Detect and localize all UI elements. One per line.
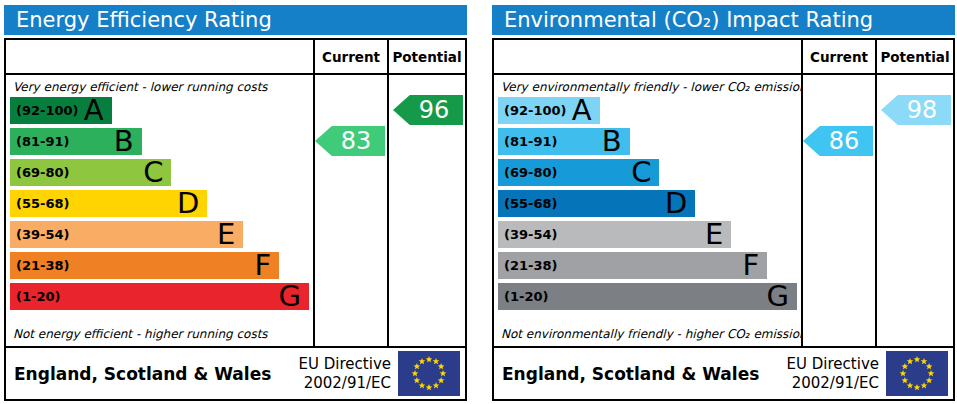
eu-flag (886, 351, 948, 396)
band-a-range: (92-100) (504, 103, 567, 118)
band-g-letter: G (279, 283, 301, 310)
empty-header-cell (6, 40, 315, 73)
empty-header-cell (494, 40, 803, 73)
region-label: England, Scotland & Wales (502, 364, 787, 384)
rating-table: Current Potential Very energy efficient … (4, 38, 467, 401)
band-b-letter: B (602, 128, 622, 155)
band-g: (1-20) G (498, 283, 797, 310)
band-a-letter: A (84, 97, 104, 124)
rating-scale: Very environmentally friendly - lower CO… (494, 75, 803, 346)
table-header-row: Current Potential (494, 40, 953, 75)
band-g-range: (1-20) (504, 289, 548, 304)
potential-rating-arrow: 96 (393, 95, 463, 125)
potential-column-header: Potential (389, 40, 465, 73)
band-c-range: (69-80) (16, 165, 69, 180)
eu-flag (398, 351, 460, 396)
band-g: (1-20) G (10, 283, 309, 310)
band-f-range: (21-38) (504, 258, 557, 273)
band-a: (92-100) A (10, 97, 112, 124)
band-e-letter: E (705, 221, 723, 248)
band-e: (39-54) E (10, 221, 243, 248)
current-rating-value: 83 (341, 127, 372, 155)
potential-rating-value: 96 (419, 96, 450, 124)
panel-title: Energy Efficiency Rating (4, 5, 467, 35)
band-b: (81-91) B (498, 128, 630, 155)
band-e: (39-54) E (498, 221, 731, 248)
band-e-letter: E (217, 221, 235, 248)
band-d-letter: D (665, 190, 687, 217)
band-b-letter: B (114, 128, 134, 155)
environmental-impact-panel: Environmental (CO₂) Impact Rating Curren… (492, 5, 955, 401)
rating-scale: Very energy efficient - lower running co… (6, 75, 315, 346)
panel-title: Environmental (CO₂) Impact Rating (492, 5, 955, 35)
band-f-range: (21-38) (16, 258, 69, 273)
potential-rating-value: 98 (907, 96, 938, 124)
band-d: (55-68) D (10, 190, 207, 217)
band-a-range: (92-100) (16, 103, 79, 118)
band-c-range: (69-80) (504, 165, 557, 180)
table-body: Very environmentally friendly - lower CO… (494, 75, 953, 346)
band-f: (21-38) F (10, 252, 279, 279)
band-b-range: (81-91) (16, 134, 69, 149)
eu-directive-label: EU Directive 2002/91/EC (787, 355, 879, 393)
band-f: (21-38) F (498, 252, 767, 279)
band-c-letter: C (631, 159, 651, 186)
region-label: England, Scotland & Wales (14, 364, 299, 384)
band-b-range: (81-91) (504, 134, 557, 149)
band-c: (69-80) C (10, 159, 171, 186)
band-c-letter: C (143, 159, 163, 186)
band-d-range: (55-68) (504, 196, 557, 211)
band-e-range: (39-54) (16, 227, 69, 242)
eu-directive-label: EU Directive 2002/91/EC (299, 355, 391, 393)
current-column: 83 (315, 75, 389, 346)
band-b: (81-91) B (10, 128, 142, 155)
current-column-header: Current (803, 40, 877, 73)
potential-rating-arrow: 98 (881, 95, 951, 125)
not-efficient-note: Not energy efficient - higher running co… (13, 322, 268, 344)
epc-rating-charts: Energy Efficiency Rating Current Potenti… (0, 0, 957, 401)
band-c: (69-80) C (498, 159, 659, 186)
band-d: (55-68) D (498, 190, 695, 217)
table-footer: England, Scotland & Wales EU Directive 2… (6, 346, 465, 399)
potential-column: 96 (389, 75, 465, 346)
table-body: Very energy efficient - lower running co… (6, 75, 465, 346)
band-g-range: (1-20) (16, 289, 60, 304)
efficient-note: Very energy efficient - lower running co… (10, 75, 309, 97)
energy-efficiency-panel: Energy Efficiency Rating Current Potenti… (4, 5, 467, 401)
band-f-letter: F (742, 252, 759, 279)
current-rating-arrow: 86 (803, 126, 873, 156)
current-rating-value: 86 (829, 127, 860, 155)
band-e-range: (39-54) (504, 227, 557, 242)
band-f-letter: F (254, 252, 271, 279)
not-friendly-note: Not environmentally friendly - higher CO… (501, 322, 803, 344)
band-d-range: (55-68) (16, 196, 69, 211)
friendly-note: Very environmentally friendly - lower CO… (498, 75, 797, 97)
current-column: 86 (803, 75, 877, 346)
band-a-letter: A (572, 97, 592, 124)
rating-table: Current Potential Very environmentally f… (492, 38, 955, 401)
potential-column-header: Potential (877, 40, 953, 73)
current-column-header: Current (315, 40, 389, 73)
potential-column: 98 (877, 75, 953, 346)
current-rating-arrow: 83 (315, 126, 385, 156)
band-a: (92-100) A (498, 97, 600, 124)
table-header-row: Current Potential (6, 40, 465, 75)
band-g-letter: G (767, 283, 789, 310)
table-footer: England, Scotland & Wales EU Directive 2… (494, 346, 953, 399)
band-d-letter: D (177, 190, 199, 217)
